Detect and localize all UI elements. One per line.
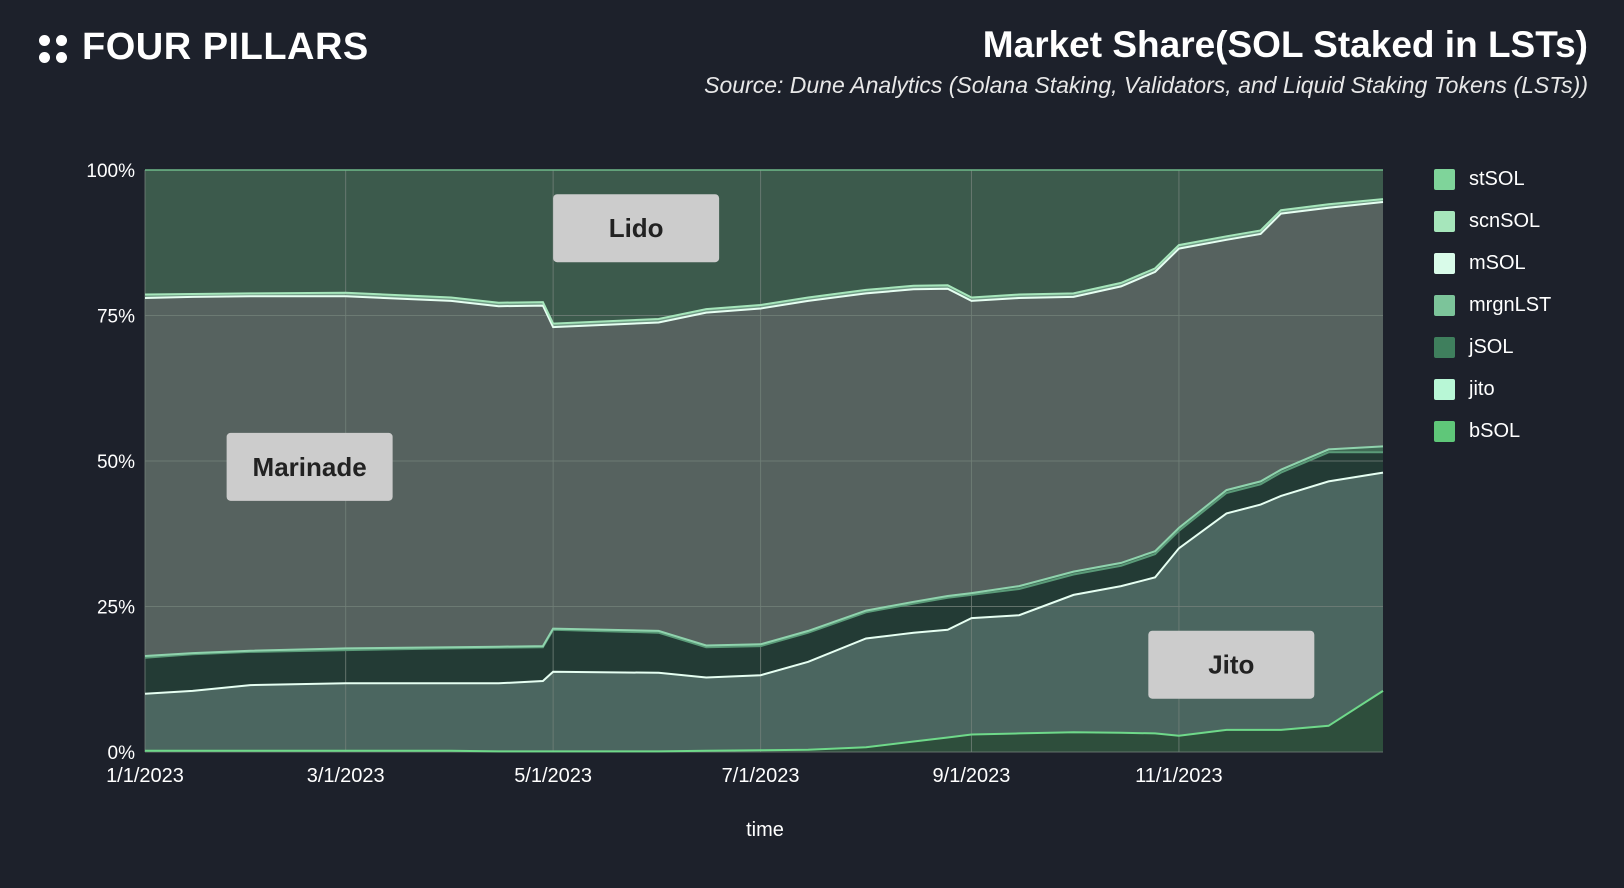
brand-logo: FOUR PILLARS: [38, 26, 369, 69]
legend-swatch: [1434, 168, 1455, 190]
annotation-box: [226, 432, 393, 501]
legend-label: bSOL: [1469, 419, 1521, 442]
annotation-box: [1148, 630, 1315, 699]
y-tick-label: 100%: [86, 161, 135, 182]
area-scnsol: [145, 199, 1383, 328]
legend-item-msol: mSOL: [1434, 242, 1551, 284]
legend-item-mrgnlst: mrgnLST: [1434, 284, 1551, 326]
legend-label: mSOL: [1469, 251, 1526, 274]
line-msol: [144, 201, 1384, 329]
x-tick-label: 9/1/2023: [933, 765, 1011, 787]
legend-item-scnsol: scnSOL: [1434, 200, 1551, 242]
annotation-marinade: Marinade: [226, 432, 393, 501]
y-tick-label: 50%: [97, 452, 135, 473]
legend-swatch: [1434, 210, 1455, 232]
line-scnsol: [144, 198, 1384, 325]
line-mrgnlst: [144, 445, 1384, 657]
legend-item-bsol: bSOL: [1434, 410, 1551, 452]
legend-swatch: [1434, 420, 1455, 442]
x-tick-label: 1/1/2023: [106, 765, 184, 787]
annotation-label: Jito: [1208, 650, 1254, 680]
x-tick-label: 5/1/2023: [514, 765, 592, 787]
annotation-box: [553, 194, 720, 263]
x-tick-label: 7/1/2023: [722, 765, 800, 787]
legend-item-jsol: jSOL: [1434, 326, 1551, 368]
legend-label: jSOL: [1469, 335, 1514, 358]
line-bsol: [145, 690, 1384, 753]
legend-item-jito: jito: [1434, 368, 1551, 410]
legend-item-stsol: stSOL: [1434, 158, 1551, 200]
area-stsol: [145, 170, 1383, 324]
chart-legend: stSOL scnSOL mSOL mrgnLST jSOL jito bSOL: [1434, 158, 1551, 452]
legend-label: jito: [1469, 377, 1495, 400]
y-tick-label: 25%: [97, 598, 135, 619]
legend-swatch: [1434, 252, 1455, 274]
line-jsol: [144, 451, 1383, 659]
x-tick-label: 3/1/2023: [307, 765, 385, 787]
legend-label: scnSOL: [1469, 209, 1541, 232]
y-tick-label: 0%: [108, 743, 136, 764]
legend-label: mrgnLST: [1469, 293, 1552, 316]
legend-label: stSOL: [1469, 167, 1525, 190]
area-bsol: [145, 690, 1383, 752]
chart-subtitle: Source: Dune Analytics (Solana Staking, …: [704, 72, 1588, 98]
x-tick-label: 11/1/2023: [1135, 765, 1223, 787]
four-dots-icon: [38, 33, 68, 63]
annotation-lido: Lido: [553, 194, 720, 263]
x-axis-label: time: [746, 819, 784, 841]
line-jito: [144, 471, 1384, 695]
legend-swatch: [1434, 336, 1455, 358]
y-tick-label: 75%: [97, 307, 135, 328]
chart-title: Market Share(SOL Staked in LSTs): [982, 24, 1588, 65]
annotation-label: Marinade: [253, 452, 367, 482]
legend-swatch: [1434, 378, 1455, 400]
area-jito: [145, 472, 1383, 752]
annotation-jito: Jito: [1148, 630, 1315, 699]
brand-name: FOUR PILLARS: [82, 26, 369, 68]
annotation-label: Lido: [609, 213, 664, 243]
legend-swatch: [1434, 294, 1455, 316]
